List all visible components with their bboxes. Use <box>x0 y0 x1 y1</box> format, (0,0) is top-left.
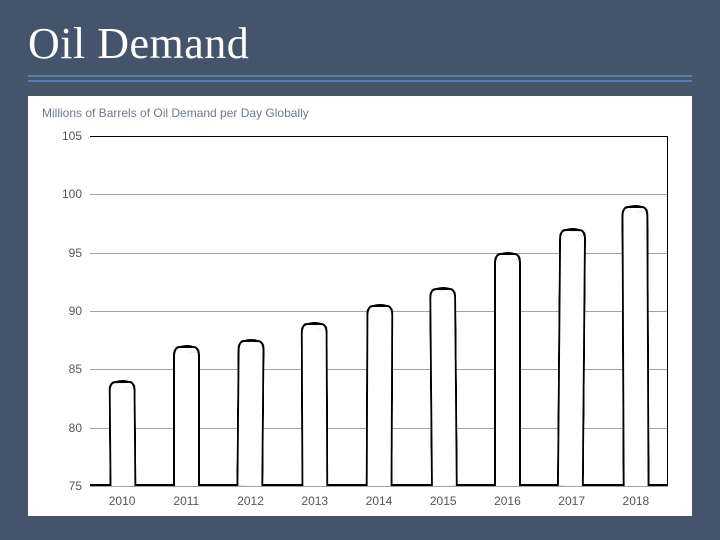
x-axis-label: 2011 <box>173 494 199 508</box>
x-axis-label: 2018 <box>623 494 650 508</box>
x-axis-label: 2012 <box>237 494 264 508</box>
bar <box>429 288 458 487</box>
y-axis-label: 80 <box>42 421 82 435</box>
y-axis-label: 105 <box>42 129 82 143</box>
bar <box>301 323 329 486</box>
x-axis-label: 2017 <box>558 494 585 508</box>
chart-container: Millions of Barrels of Oil Demand per Da… <box>28 96 692 516</box>
bar <box>365 305 393 486</box>
x-axis-label: 2010 <box>109 494 136 508</box>
bar <box>108 381 136 486</box>
y-axis-label: 100 <box>42 187 82 201</box>
x-axis-label: 2015 <box>430 494 457 508</box>
bar <box>622 206 650 486</box>
chart-title: Millions of Barrels of Oil Demand per Da… <box>42 106 678 120</box>
x-axis-label: 2013 <box>301 494 328 508</box>
x-axis-label: 2016 <box>494 494 521 508</box>
chart-plot: 75 80 85 90 95 100 105 2010 2011 2012 2013 2014 2015… <box>42 128 678 508</box>
y-axis-label: 85 <box>42 362 82 376</box>
title-block: Oil Demand <box>28 18 692 82</box>
bar <box>236 340 264 486</box>
bar <box>557 229 586 486</box>
title-rule-1 <box>28 75 692 77</box>
bar <box>173 346 200 486</box>
gridline <box>90 486 668 487</box>
slide: Oil Demand Millions of Barrels of Oil De… <box>0 0 720 540</box>
title-rule-2 <box>28 80 692 82</box>
y-axis-label: 95 <box>42 246 82 260</box>
bar <box>494 253 521 486</box>
x-axis-label: 2014 <box>366 494 393 508</box>
slide-title: Oil Demand <box>28 18 692 69</box>
y-axis-label: 90 <box>42 304 82 318</box>
y-axis-label: 75 <box>42 479 82 493</box>
